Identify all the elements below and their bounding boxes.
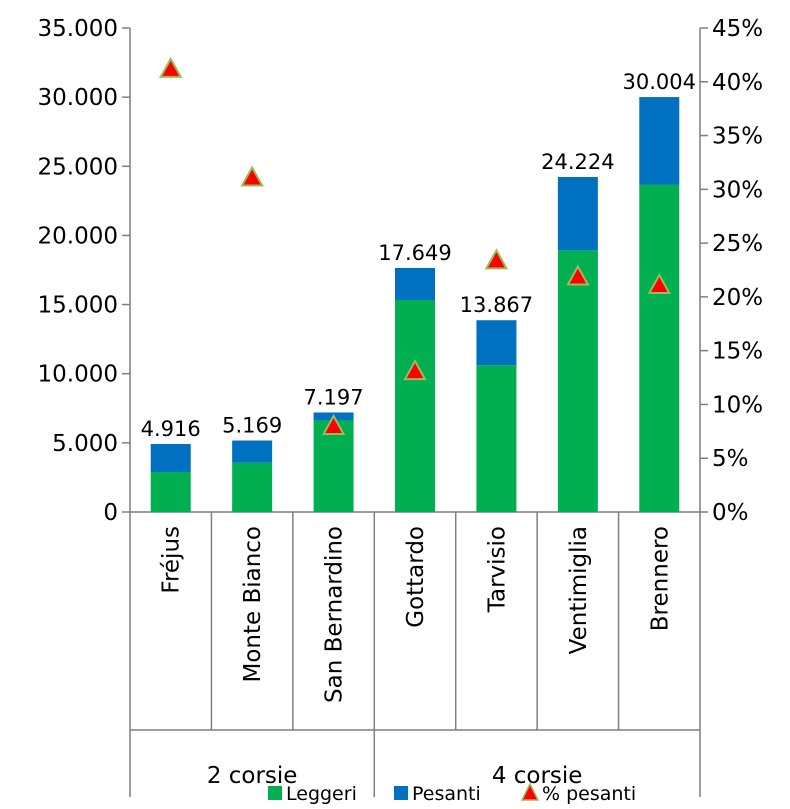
bar-pesanti: [639, 97, 680, 185]
bar-pesanti: [476, 320, 517, 366]
category-label: Gottardo: [403, 526, 429, 628]
group-label: 4 corsie: [492, 763, 583, 789]
percent-heavy-marker: [240, 165, 264, 187]
bar-leggeri: [395, 300, 435, 512]
right-tick-label: 25%: [712, 231, 763, 257]
percent-heavy-marker: [484, 248, 509, 270]
legend-label: Leggeri: [286, 783, 357, 805]
right-tick-label: 40%: [712, 70, 763, 96]
total-data-label: 30.004: [623, 70, 696, 94]
left-tick-label: 15.000: [38, 293, 118, 319]
right-tick-label: 0%: [712, 500, 749, 526]
legend-label: Pesanti: [412, 783, 481, 805]
bar-leggeri: [313, 420, 354, 512]
total-data-label: 4.916: [141, 417, 201, 441]
left-tick-label: 5.000: [52, 431, 118, 457]
bar-leggeri: [232, 462, 273, 512]
legend-swatch-leggeri: [268, 786, 282, 800]
left-tick-label: 30.000: [38, 85, 118, 111]
percent-heavy-marker: [321, 413, 346, 435]
category-label: Fréjus: [159, 526, 185, 594]
total-data-label: 7.197: [304, 385, 364, 409]
right-tick-label: 15%: [712, 339, 763, 365]
total-data-label: 13.867: [460, 293, 533, 317]
labels: 4.916 Fréjus 5.169 Monte Bianco 7.197 San Ber…: [141, 70, 696, 789]
left-tick-label: 35.000: [38, 16, 118, 42]
markers: [159, 56, 671, 435]
legend-swatch-pesanti: [394, 786, 408, 800]
right-tick-label: 5%: [712, 446, 749, 472]
total-data-label: 24.224: [541, 150, 614, 174]
bar-pesanti: [232, 440, 273, 463]
bars: [150, 97, 680, 512]
category-label: Monte Bianco: [240, 526, 266, 683]
category-label: Ventimiglia: [566, 526, 592, 654]
right-tick-label: 10%: [712, 392, 763, 418]
left-tick-label: 10.000: [38, 362, 118, 388]
percent-heavy-marker: [566, 264, 590, 286]
axes: 0 5.000 10.000 15.000 20.000 25.000 30.000 35.0…: [38, 16, 763, 797]
percent-heavy-marker: [403, 359, 427, 381]
category-label: San Bernardino: [322, 526, 348, 703]
percent-heavy-marker: [159, 56, 183, 78]
bar-leggeri: [476, 365, 517, 512]
legend: Leggeri Pesanti % pesanti: [268, 782, 636, 805]
legend-label: % pesanti: [542, 783, 636, 805]
right-tick-label: 20%: [712, 285, 763, 311]
percent-heavy-marker: [647, 272, 671, 295]
right-tick-label: 35%: [712, 124, 763, 150]
left-tick-label: 0: [103, 500, 118, 526]
bar-pesanti: [150, 444, 191, 473]
bar-pesanti: [557, 177, 598, 251]
category-label: Brennero: [647, 526, 673, 631]
left-tick-label: 20.000: [38, 223, 118, 249]
category-label: Tarvisio: [484, 526, 510, 613]
bar-pesanti: [395, 267, 435, 301]
group-label: 2 corsie: [207, 763, 298, 789]
left-tick-label: 25.000: [38, 154, 118, 180]
bar-leggeri: [639, 184, 680, 512]
right-tick-label: 30%: [712, 177, 763, 203]
legend-swatch-percent-heavy: [520, 782, 540, 801]
total-data-label: 5.169: [222, 414, 282, 438]
total-data-label: 17.649: [378, 241, 451, 265]
bar-leggeri: [150, 472, 191, 512]
bar-leggeri: [557, 250, 598, 512]
right-tick-label: 45%: [712, 16, 763, 42]
